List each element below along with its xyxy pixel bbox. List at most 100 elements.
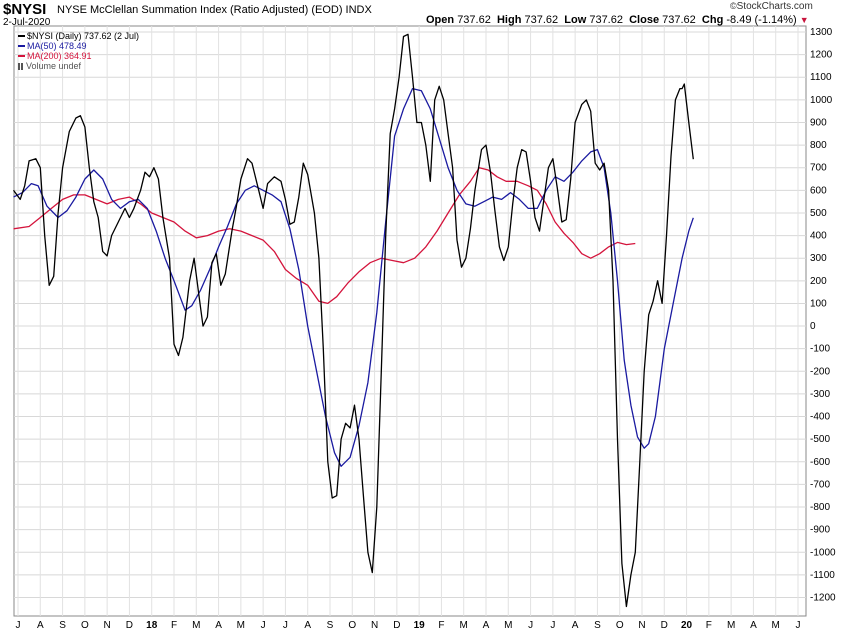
legend-label-ma200: MA(200) 364.91 — [27, 51, 92, 61]
y-tick-label: 1000 — [810, 95, 833, 106]
series-line-ma-200 — [13, 167, 636, 305]
y-tick-label: -500 — [810, 434, 830, 445]
chg-value: -8.49 (-1.14%) — [726, 14, 797, 26]
bar-icon — [18, 62, 25, 70]
x-tick-label: A — [572, 620, 579, 631]
chart-description: NYSE McClellan Summation Index (Ratio Ad… — [57, 4, 372, 16]
y-tick-label: 700 — [810, 163, 827, 174]
y-tick-label: -1000 — [810, 547, 836, 558]
ohlc-readout: Open 737.62 High 737.62 Low 737.62 Close… — [426, 14, 809, 26]
y-axis-ticks: 1300120011001000900800700600500400300200… — [810, 27, 836, 604]
close-value: 737.62 — [662, 14, 696, 26]
y-tick-label: -300 — [810, 389, 830, 400]
x-tick-label: J — [528, 620, 533, 631]
x-tick-label: D — [126, 620, 133, 631]
legend-item-ma200: MA(200) 364.91 — [18, 51, 139, 61]
y-tick-label: -600 — [810, 457, 830, 468]
y-tick-label: 1100 — [810, 72, 832, 83]
open-label: Open — [426, 14, 455, 26]
x-tick-label: N — [371, 620, 378, 631]
x-tick-label: M — [727, 620, 735, 631]
stockcharts-brand[interactable]: ©StockCharts.com — [730, 1, 813, 12]
y-tick-label: -800 — [810, 502, 830, 513]
x-tick-label: O — [616, 620, 624, 631]
legend-swatch-ma50 — [18, 45, 25, 47]
x-tick-label: F — [171, 620, 177, 631]
series-line-ma-50 — [13, 87, 694, 467]
copyright-mark: © — [730, 1, 737, 11]
x-tick-label: A — [304, 620, 311, 631]
legend-label-ma50: MA(50) 478.49 — [27, 41, 87, 51]
x-tick-label: A — [750, 620, 757, 631]
x-tick-label: M — [772, 620, 780, 631]
x-axis-ticks: J A S O N D 18 F M A M J J A S O N D 19 F M A M J J A S O N D 20 F M A M J — [16, 620, 801, 631]
legend: $NYSI (Daily) 737.62 (2 Jul) MA(50) 478.… — [18, 31, 139, 71]
x-tick-label: J — [796, 620, 801, 631]
x-tick-label: S — [327, 620, 334, 631]
x-tick-label: O — [348, 620, 356, 631]
plot-frame — [13, 25, 807, 617]
brand-label: StockCharts.com — [736, 1, 813, 12]
y-tick-label: 1300 — [810, 27, 833, 38]
legend-swatch-ma200 — [18, 55, 25, 57]
y-tick-label: -1200 — [810, 593, 836, 604]
x-tick-label: N — [638, 620, 645, 631]
y-tick-label: 100 — [810, 298, 827, 309]
grid-lines — [14, 26, 806, 616]
legend-label-nysi: $NYSI (Daily) 737.62 (2 Jul) — [27, 31, 140, 41]
high-value: 737.62 — [524, 14, 559, 26]
y-tick-label: 0 — [810, 321, 816, 332]
y-tick-label: -200 — [810, 366, 830, 377]
y-tick-label: -700 — [810, 479, 830, 490]
x-tick-label: A — [215, 620, 222, 631]
symbol-title: $NYSI — [3, 1, 47, 18]
x-tick-label: J — [261, 620, 266, 631]
legend-item-ma50: MA(50) 478.49 — [18, 41, 139, 51]
x-tick-label: J — [550, 620, 555, 631]
high-label: High — [496, 14, 522, 26]
low-value: 737.62 — [589, 14, 623, 26]
chart-date: 2-Jul-2020 — [3, 17, 51, 28]
legend-swatch-nysi — [18, 35, 25, 37]
x-tick-label: A — [37, 620, 44, 631]
x-tick-label: S — [59, 620, 66, 631]
close-label: Close — [629, 14, 660, 26]
x-tick-label: F — [438, 620, 444, 631]
x-tick-label: J — [16, 620, 21, 631]
x-tick-label: A — [483, 620, 490, 631]
y-tick-label: -100 — [810, 344, 830, 355]
x-tick-label: O — [81, 620, 89, 631]
x-tick-label: F — [706, 620, 712, 631]
legend-label-volume: Volume undef — [26, 61, 82, 71]
x-tick-label: 20 — [681, 620, 693, 631]
y-tick-label: 600 — [810, 185, 827, 196]
x-tick-label: J — [283, 620, 288, 631]
x-tick-label: M — [237, 620, 245, 631]
y-tick-label: -400 — [810, 412, 830, 423]
x-tick-label: M — [460, 620, 468, 631]
y-tick-label: -1100 — [810, 570, 835, 581]
x-tick-label: M — [504, 620, 512, 631]
y-tick-label: 500 — [810, 208, 827, 219]
legend-item-nysi: $NYSI (Daily) 737.62 (2 Jul) — [18, 31, 139, 41]
x-tick-label: 18 — [146, 620, 158, 631]
x-tick-label: M — [192, 620, 200, 631]
series-line-nysi — [12, 33, 694, 608]
down-triangle-icon: ▼ — [799, 15, 809, 25]
y-tick-label: -900 — [810, 525, 830, 536]
x-tick-label: D — [661, 620, 668, 631]
legend-item-volume: Volume undef — [18, 61, 139, 71]
x-tick-label: N — [104, 620, 111, 631]
low-label: Low — [564, 14, 587, 26]
x-tick-label: S — [594, 620, 601, 631]
x-tick-label: 19 — [414, 620, 426, 631]
y-tick-label: 200 — [810, 276, 827, 287]
x-tick-label: D — [393, 620, 400, 631]
y-tick-label: 900 — [810, 117, 827, 128]
y-tick-label: 400 — [810, 231, 827, 242]
y-tick-label: 1200 — [810, 50, 833, 61]
y-tick-label: 300 — [810, 253, 827, 264]
y-tick-label: 800 — [810, 140, 827, 151]
series-lines — [12, 33, 694, 608]
